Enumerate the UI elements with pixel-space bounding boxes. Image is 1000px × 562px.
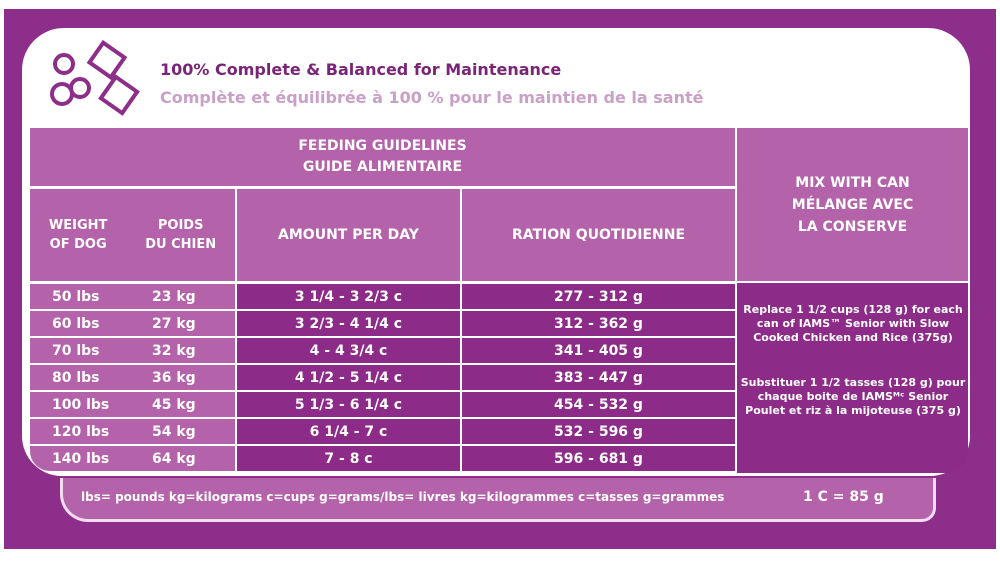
kibble-and-cup-icon [50, 40, 140, 116]
weight-lbs: 70 lbs [52, 342, 100, 359]
ration-quotidienne: 383 - 447 g [462, 365, 735, 390]
feeding-guidelines-header: FEEDING GUIDELINES GUIDE ALIMENTAIRE [30, 128, 735, 186]
mix-note-cell [737, 283, 968, 473]
title-en: 100% Complete & Balanced for Maintenance [160, 60, 562, 79]
weight-lbs: 60 lbs [52, 315, 100, 332]
feeding-title-fr: GUIDE ALIMENTAIRE [302, 159, 463, 175]
weight-kg: 64 kg [152, 450, 196, 467]
weight-lbs: 80 lbs [52, 369, 100, 386]
weight-cell [30, 365, 235, 390]
ration-quotidienne: 312 - 362 g [462, 311, 735, 336]
poids-label: POIDS [157, 218, 204, 233]
weight-label: WEIGHT [48, 218, 108, 233]
amount-per-day: 7 - 8 c [237, 446, 460, 471]
amount-per-day: 5 1/3 - 6 1/4 c [237, 392, 460, 417]
weight-kg: 32 kg [152, 342, 196, 359]
amount-header: AMOUNT PER DAY [237, 189, 460, 281]
ration-quotidienne: 341 - 405 g [462, 338, 735, 363]
weight-kg: 54 kg [152, 423, 196, 440]
footer-legend-box: lbs= pounds kg=kilograms c=cups g=grams/… [60, 478, 936, 522]
ration-quotidienne: 596 - 681 g [462, 446, 735, 471]
mix-note-fr: Substituer 1 1/2 tasses (128 g) pour cha… [740, 376, 966, 417]
weight-label-2: OF DOG [49, 237, 107, 252]
weight-lbs: 100 lbs [52, 396, 110, 413]
weight-lbs: 50 lbs [52, 288, 100, 305]
weight-cell [30, 446, 235, 471]
ration-quotidienne: 277 - 312 g [462, 284, 735, 309]
cup-conversion: 1 C = 85 g [803, 489, 884, 505]
amount-per-day: 3 2/3 - 4 1/4 c [237, 311, 460, 336]
feeding-title-en: FEEDING GUIDELINES [298, 138, 467, 154]
amount-per-day: 4 1/2 - 5 1/4 c [237, 365, 460, 390]
weight-kg: 36 kg [152, 369, 196, 386]
amount-per-day: 6 1/4 - 7 c [237, 419, 460, 444]
title-fr: Complète et équilibrée à 100 % pour le m… [160, 88, 704, 107]
weight-lbs: 140 lbs [52, 450, 110, 467]
units-legend: lbs= pounds kg=kilograms c=cups g=grams/… [81, 490, 725, 504]
amount-per-day: 3 1/4 - 3 2/3 c [237, 284, 460, 309]
mix-title-1: MIX WITH CAN [795, 174, 910, 191]
mix-title-2: MÉLANGE AVEC [791, 196, 914, 213]
weight-cell [30, 311, 235, 336]
weight-lbs: 120 lbs [52, 423, 110, 440]
amount-per-day: 4 - 4 3/4 c [237, 338, 460, 363]
weight-cell [30, 338, 235, 363]
ration-quotidienne: 454 - 532 g [462, 392, 735, 417]
weight-kg: 27 kg [152, 315, 196, 332]
poids-label-2: DU CHIEN [145, 237, 217, 252]
mix-with-can-header: MIX WITH CAN MÉLANGE AVEC LA CONSERVE [737, 128, 968, 281]
weight-header: WEIGHT OF DOG POIDS DU CHIEN [30, 189, 235, 281]
ration-quotidienne: 532 - 596 g [462, 419, 735, 444]
weight-kg: 45 kg [152, 396, 196, 413]
weight-kg: 23 kg [152, 288, 196, 305]
mix-note-en: Replace 1 1/2 cups (128 g) for each can … [743, 303, 963, 344]
ration-header: RATION QUOTIDIENNE [462, 189, 735, 281]
weight-cell [30, 392, 235, 417]
weight-cell [30, 419, 235, 444]
mix-title-3: LA CONSERVE [797, 218, 908, 235]
weight-cell [30, 284, 235, 309]
